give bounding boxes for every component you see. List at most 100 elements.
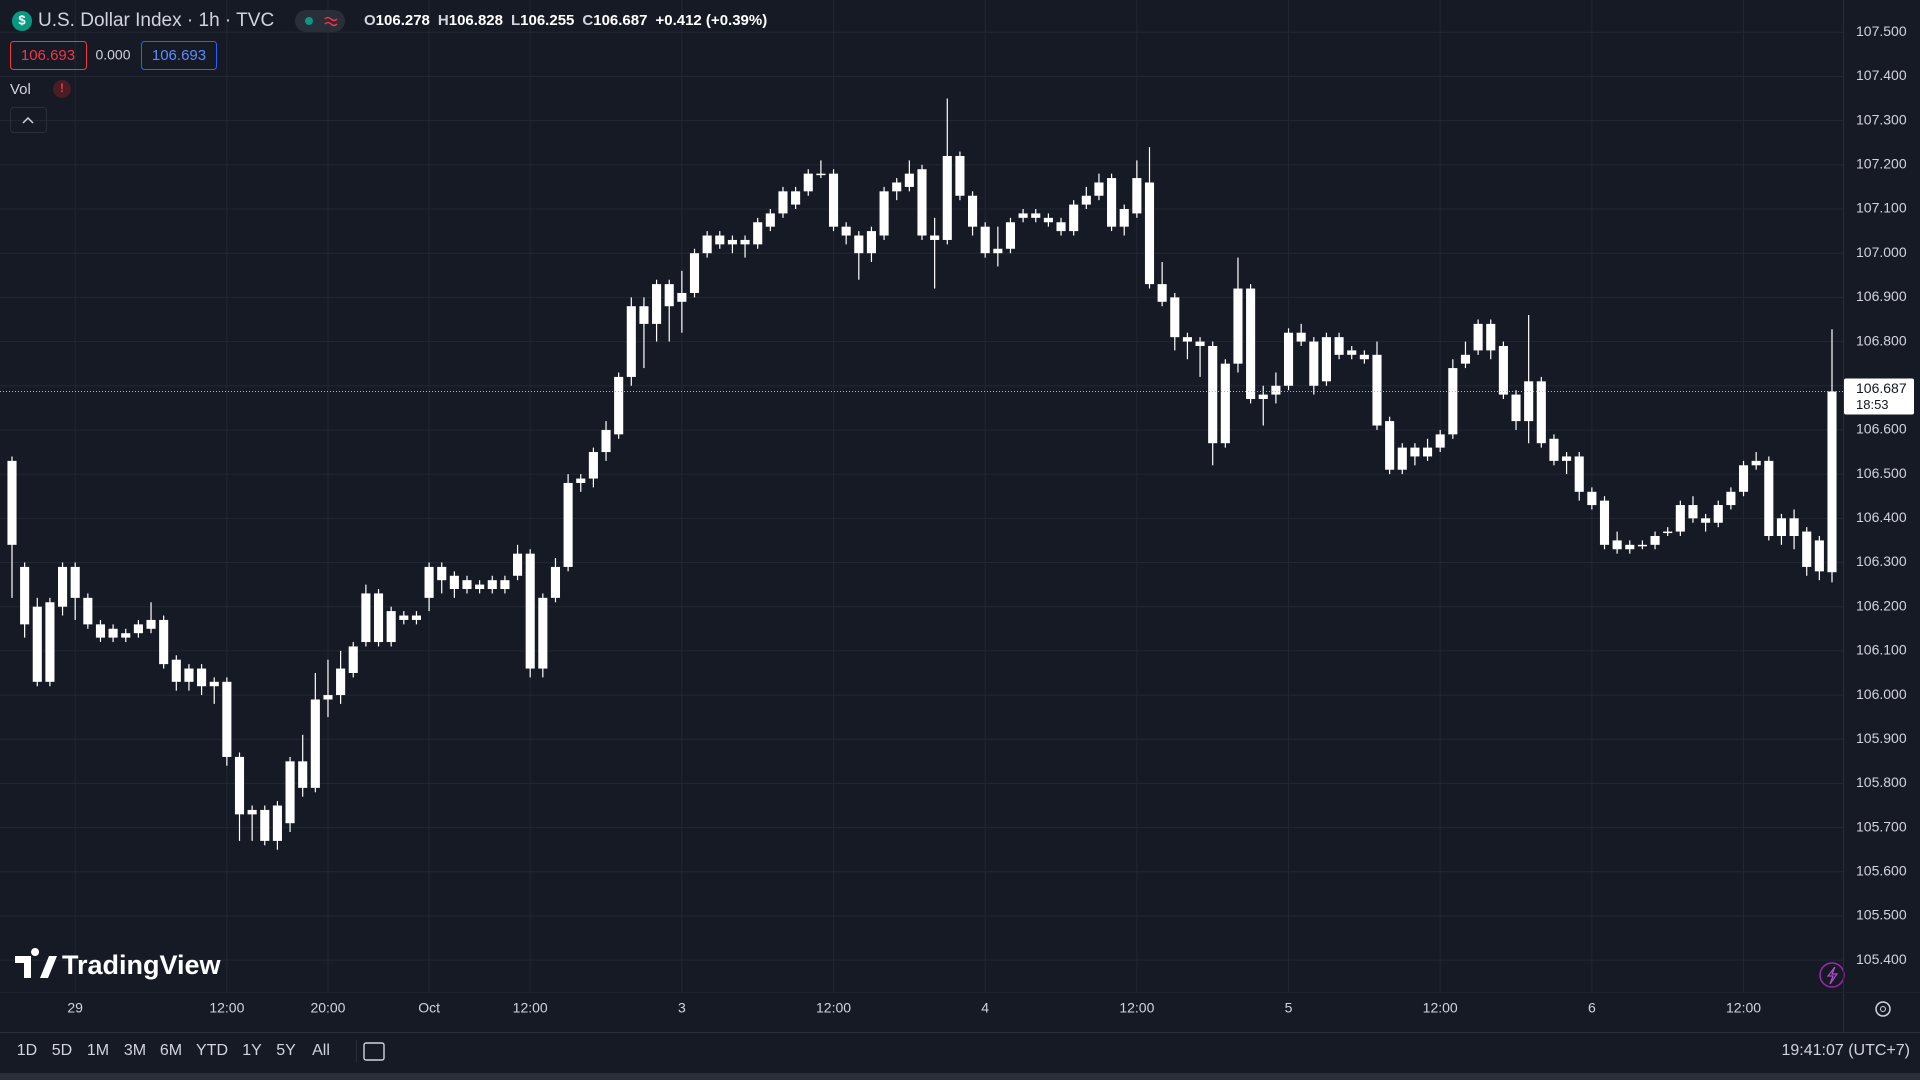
- candle-body: [626, 306, 636, 377]
- candle-body: [879, 191, 889, 236]
- range-button[interactable]: All: [312, 1042, 330, 1059]
- candle-body: [32, 606, 42, 682]
- settings-button[interactable]: [1875, 1001, 1891, 1017]
- candle-body: [209, 681, 219, 687]
- candle-body: [298, 761, 308, 788]
- candle-body: [222, 681, 232, 757]
- range-button[interactable]: 1Y: [242, 1042, 262, 1059]
- range-button[interactable]: 5Y: [276, 1042, 296, 1059]
- range-button[interactable]: 1D: [17, 1042, 37, 1059]
- candle-body: [1321, 337, 1331, 382]
- candle-body: [1069, 204, 1079, 232]
- x-tick-label: Oct: [418, 1000, 440, 1016]
- candle-body: [1814, 540, 1824, 572]
- candle-body: [1385, 421, 1395, 470]
- candle-body: [980, 226, 990, 254]
- y-tick-label: 106.000: [1856, 686, 1907, 702]
- candle-body: [500, 580, 510, 590]
- candle-body: [70, 566, 80, 598]
- symbol-title[interactable]: U.S. Dollar Index · 1h · TVC: [38, 10, 274, 31]
- candle-body: [1170, 297, 1180, 338]
- candle-body: [1359, 354, 1369, 360]
- collapse-button[interactable]: [10, 107, 47, 133]
- range-button[interactable]: 6M: [160, 1042, 182, 1059]
- bar-countdown: 18:53: [1856, 397, 1889, 412]
- candle-body: [1562, 456, 1572, 461]
- candle-body: [247, 809, 257, 815]
- candle-body: [1397, 447, 1407, 470]
- candle-body: [1195, 341, 1205, 346]
- candle-body: [866, 231, 876, 254]
- l-label: L: [511, 12, 520, 29]
- candle-body: [727, 239, 737, 245]
- candle-body: [1612, 540, 1622, 550]
- range-button[interactable]: YTD: [196, 1042, 228, 1059]
- candle-body: [993, 248, 1003, 254]
- y-tick-label: 106.800: [1856, 332, 1907, 348]
- h-label: H: [438, 12, 449, 29]
- candle-body: [942, 155, 952, 240]
- sell-price[interactable]: 106.693: [21, 47, 75, 64]
- date-range-button[interactable]: [363, 1042, 385, 1061]
- volume-alert[interactable]: [53, 80, 71, 98]
- candle-body: [1751, 460, 1761, 466]
- candle-body: [1233, 288, 1243, 364]
- candle-body: [234, 756, 245, 815]
- y-tick-label: 105.800: [1856, 774, 1907, 790]
- logo-text: TradingView: [62, 950, 222, 980]
- volume-alert-glyph: !: [60, 81, 64, 95]
- buy-box[interactable]: [141, 41, 217, 70]
- candle-body: [1511, 394, 1521, 422]
- candle-body: [1296, 332, 1306, 342]
- change: +0.412 (+0.39%): [655, 12, 767, 29]
- y-tick-label: 106.200: [1856, 597, 1907, 613]
- y-tick-label: 105.600: [1856, 863, 1907, 879]
- x-tick-label: 5: [1285, 1000, 1293, 1016]
- candle-body: [791, 191, 801, 205]
- candle-body: [1726, 491, 1736, 506]
- sell-box[interactable]: [10, 41, 87, 70]
- logo-mark: [15, 948, 57, 978]
- y-tick-label: 106.500: [1856, 465, 1907, 481]
- clock[interactable]: 19:41:07 (UTC+7): [1781, 1042, 1910, 1059]
- delay-icon: [324, 16, 338, 27]
- x-tick-label: 12:00: [513, 1000, 548, 1016]
- candle-body: [1498, 345, 1508, 395]
- candle-body: [108, 628, 118, 638]
- candle-body: [1043, 217, 1053, 223]
- y-tick-label: 107.000: [1856, 244, 1907, 260]
- chevron-up: [22, 116, 34, 124]
- range-button[interactable]: 1M: [87, 1042, 109, 1059]
- spread: 0.000: [95, 47, 130, 63]
- x-tick-label: 6: [1588, 1000, 1596, 1016]
- candle-body: [1119, 209, 1129, 227]
- buy-price[interactable]: 106.693: [152, 47, 206, 64]
- range-button[interactable]: 3M: [124, 1042, 146, 1059]
- bottom-strip: [0, 1073, 1920, 1080]
- candle-body: [1524, 381, 1534, 422]
- candle-body: [652, 284, 662, 324]
- volume-label[interactable]: Vol: [10, 81, 31, 98]
- candle-body: [1587, 491, 1597, 506]
- y-tick-label: 107.200: [1856, 156, 1907, 172]
- x-tick-label: 4: [981, 1000, 989, 1016]
- candle-body: [930, 235, 940, 240]
- candle-body: [1802, 531, 1812, 567]
- candle-body: [1246, 288, 1256, 400]
- candle-body: [1688, 505, 1698, 519]
- status-pill[interactable]: [295, 10, 345, 32]
- candle-body: [437, 566, 447, 581]
- candle-body: [1675, 505, 1685, 532]
- candle-body: [1574, 456, 1584, 492]
- range-button[interactable]: 5D: [52, 1042, 72, 1059]
- candle-body: [1827, 391, 1837, 573]
- candles: [0, 98, 1843, 850]
- candle-body: [272, 805, 282, 841]
- candle-body: [1132, 178, 1142, 214]
- candle-body: [146, 619, 156, 629]
- x-tick-label: 3: [678, 1000, 686, 1016]
- l-value: 106.255: [520, 12, 574, 29]
- candle-body: [1625, 544, 1635, 550]
